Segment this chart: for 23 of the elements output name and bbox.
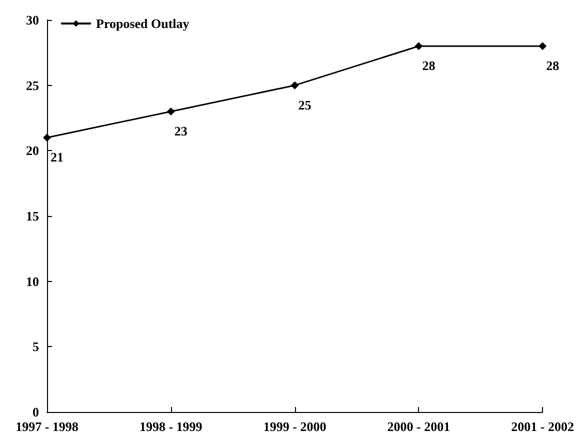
x-tick-label: 1999 - 2000: [263, 419, 326, 434]
y-tick-label: 10: [26, 274, 39, 289]
data-label: 23: [174, 123, 188, 138]
x-tick-label: 1997 - 1998: [16, 419, 79, 434]
x-tick-label: 2001 - 2002: [511, 419, 574, 434]
y-tick-label: 20: [26, 143, 39, 158]
data-label: 25: [298, 97, 312, 112]
y-tick-label: 5: [32, 339, 40, 354]
x-tick-label: 1998 - 1999: [139, 419, 203, 434]
point: [538, 42, 547, 50]
point: [290, 81, 299, 90]
y-tick-label: 25: [26, 78, 40, 93]
y-tick-label: 15: [26, 208, 40, 224]
point: [414, 42, 423, 50]
x-tick-label: 2000 - 2001: [387, 419, 450, 434]
data-label: 28: [546, 58, 560, 74]
point: [43, 134, 51, 142]
y-tick-label: 30: [26, 12, 39, 28]
point: [166, 107, 175, 116]
data-label: 28: [422, 58, 436, 74]
y-tick-label: 0: [32, 404, 39, 420]
data-label: 21: [50, 150, 64, 165]
legend-label: Proposed Outlay: [96, 16, 190, 31]
